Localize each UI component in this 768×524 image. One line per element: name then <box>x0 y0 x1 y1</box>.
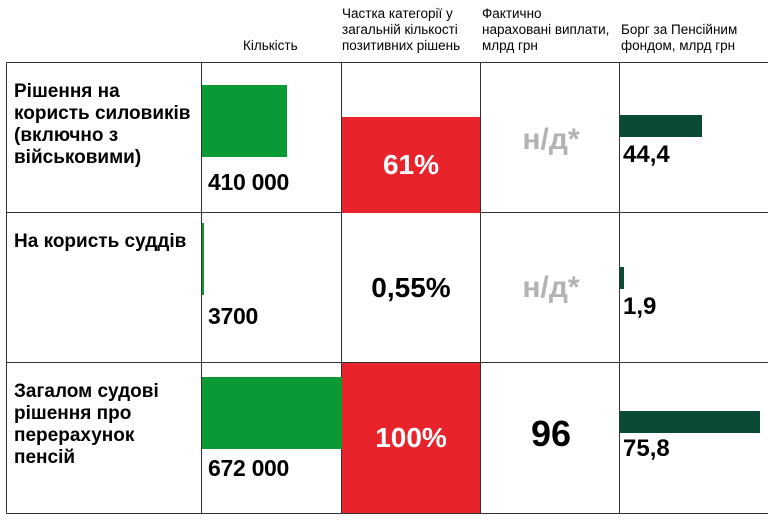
share-value: 100% <box>342 363 480 513</box>
share-value: 61% <box>342 117 480 213</box>
payments-value: н/д* <box>522 123 580 156</box>
count-bar <box>202 85 288 157</box>
header-debt: Борг за Пенсійним фондом, млрд грн <box>621 22 738 53</box>
debt-bar <box>620 411 760 433</box>
grid-line <box>6 62 7 514</box>
grid-line <box>6 513 768 514</box>
row-label: На користь суддів <box>14 231 187 252</box>
grid-line <box>341 62 342 514</box>
count-bar <box>202 377 342 449</box>
debt-value: 1,9 <box>623 293 657 320</box>
payments-value: 96 <box>530 413 572 454</box>
share-value: 0,55% <box>371 272 451 303</box>
grid-line <box>480 62 481 514</box>
debt-bar <box>620 115 702 137</box>
debt-value: 75,8 <box>623 435 670 462</box>
grid-line <box>6 62 768 63</box>
grid-line <box>6 362 768 363</box>
count-value: 672 000 <box>208 455 290 481</box>
header-payments: Фактично нараховані виплати, млрд грн <box>482 6 610 53</box>
row-label: Рішення на користь силовиків (включно з … <box>14 81 191 168</box>
count-value: 3700 <box>208 303 258 329</box>
count-bar <box>202 223 204 295</box>
header-share: Частка категорії у загальній кількості п… <box>342 6 461 53</box>
count-value: 410 000 <box>208 169 290 195</box>
row-label: Загалом судові рішення про перерахунок п… <box>14 381 159 468</box>
debt-bar <box>620 267 624 289</box>
debt-value: 44,4 <box>623 141 670 168</box>
grid-line <box>619 62 620 514</box>
payments-value: н/д* <box>522 271 580 304</box>
header-count: Кількість <box>243 38 298 53</box>
grid-line <box>201 62 202 514</box>
